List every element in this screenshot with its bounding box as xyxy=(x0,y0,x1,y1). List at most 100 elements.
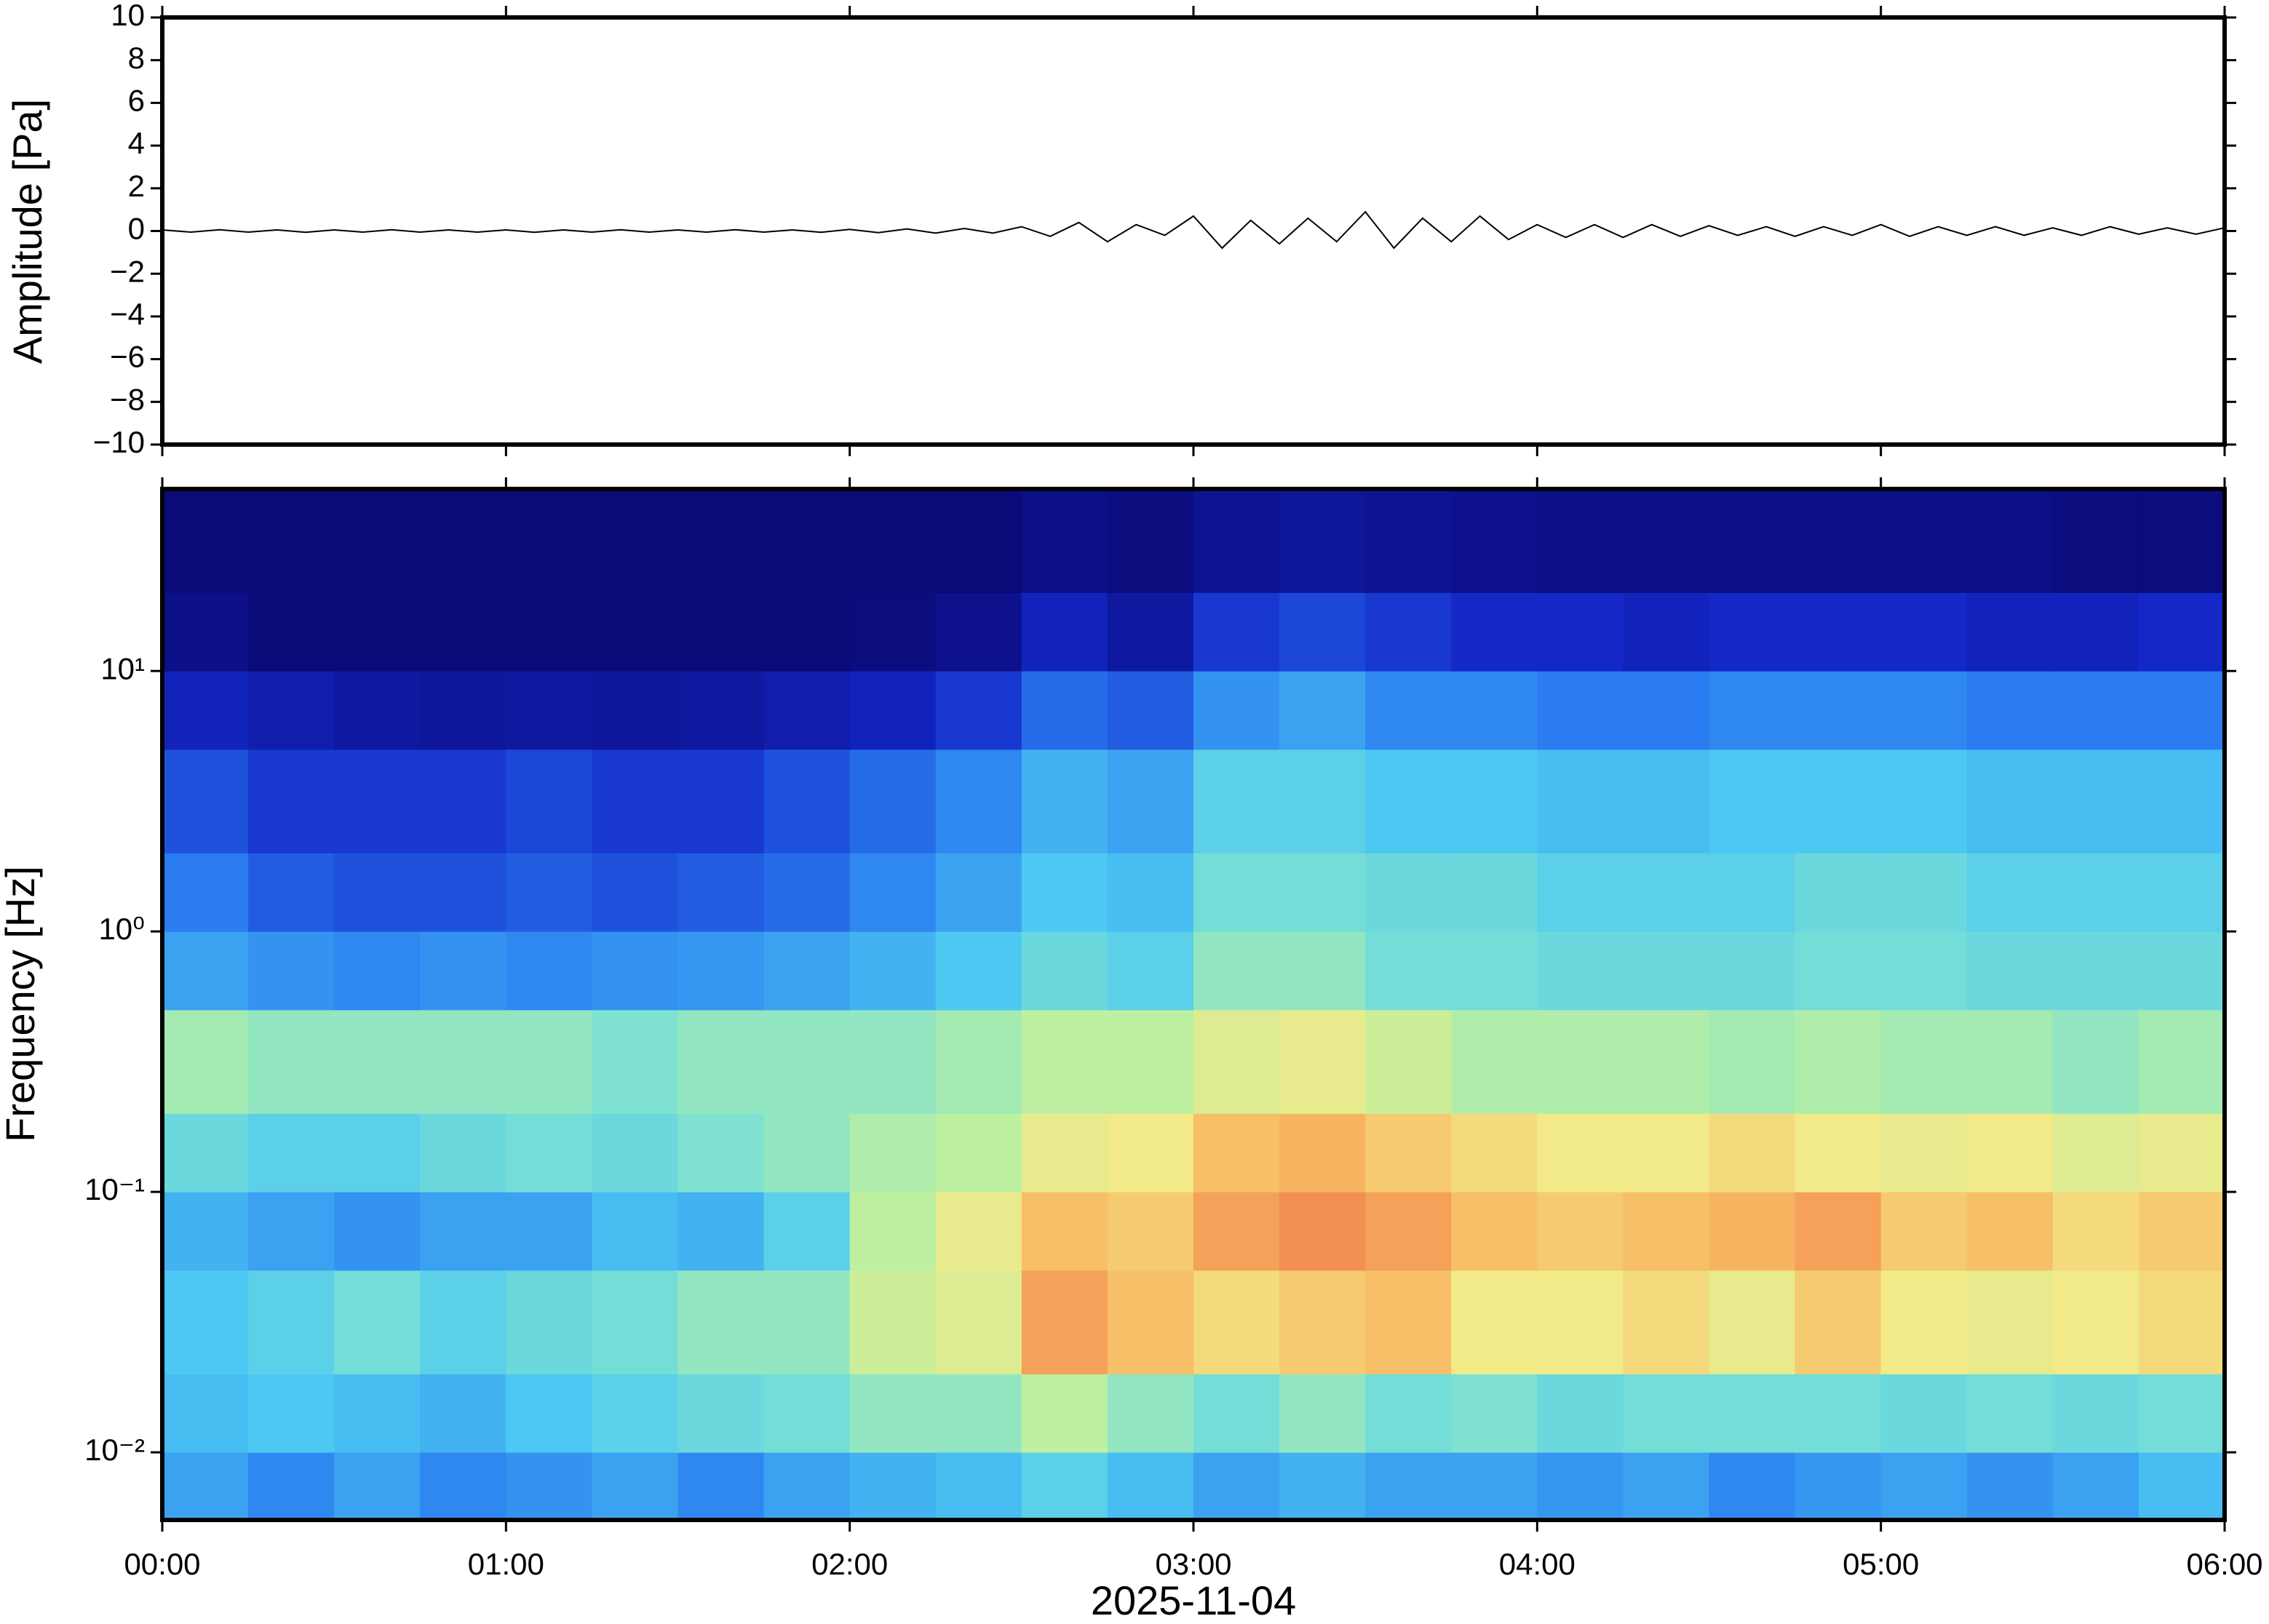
spectrogram-cell xyxy=(1795,1113,1882,1193)
spectrogram-cell xyxy=(1709,853,1796,932)
spectrogram-cell xyxy=(677,1192,765,1271)
spectrogram-cell xyxy=(2138,1270,2225,1374)
spectrogram-cell xyxy=(1880,853,1968,932)
spectrogram-cell xyxy=(763,1270,851,1374)
y-tick-label: 10⁻² xyxy=(84,1433,145,1467)
spectrogram-cell xyxy=(506,1009,592,1114)
spectrogram-cell xyxy=(1880,1270,1968,1374)
spectrogram-cell xyxy=(1107,1192,1194,1271)
spectrogram-cell xyxy=(334,931,421,1011)
spectrogram-cell xyxy=(2052,489,2139,593)
spectrogram-cell xyxy=(1966,1270,2054,1374)
spectrogram-cell xyxy=(248,671,335,750)
y-tick-label: 0 xyxy=(128,212,145,246)
spectrogram-cell xyxy=(935,1374,1022,1453)
spectrogram-cell xyxy=(677,1270,765,1374)
spectrogram-cell xyxy=(1966,1192,2054,1271)
spectrogram-cell xyxy=(162,853,249,932)
spectrogram-cell xyxy=(1365,1270,1452,1374)
spectrogram-cell xyxy=(849,1192,937,1271)
spectrogram-cell xyxy=(763,671,851,750)
spectrogram-cell xyxy=(763,1452,851,1521)
spectrogram-cell xyxy=(248,931,335,1011)
spectrogram-cell xyxy=(1880,931,1968,1011)
spectrogram-cell xyxy=(248,749,335,853)
spectrogram-cell xyxy=(2138,931,2225,1011)
spectrogram-cell xyxy=(935,489,1022,593)
spectrogram-cell xyxy=(2138,592,2225,672)
spectrogram-cell xyxy=(2052,671,2139,750)
spectrogram-cell xyxy=(1709,931,1796,1011)
spectrogram-cell xyxy=(1365,592,1452,672)
spectrogram-cell xyxy=(1107,931,1194,1011)
spectrogram-cell xyxy=(2138,749,2225,853)
spectrogram-cell xyxy=(1365,1452,1452,1521)
y-tick-label: 4 xyxy=(128,126,145,160)
spectrogram-cell xyxy=(1021,489,1108,593)
spectrogram-cell xyxy=(763,1009,851,1114)
spectrogram-cell xyxy=(1709,1192,1796,1271)
spectrogram-cell xyxy=(334,1270,421,1374)
spectrogram-cell xyxy=(1880,1192,1968,1271)
spectrogram-cell xyxy=(1623,1009,1709,1114)
spectrogram-cell xyxy=(2138,671,2225,750)
spectrogram-cell xyxy=(1795,1192,1882,1271)
spectrogram-cell xyxy=(162,931,249,1011)
spectrogram-cell xyxy=(1537,1192,1624,1271)
spectrogram-cell xyxy=(1537,489,1624,593)
spectrogram-cell xyxy=(935,1270,1022,1374)
spectrogram-cell xyxy=(1623,1270,1709,1374)
spectrogram-cell xyxy=(1623,1452,1709,1521)
spectrogram-cell xyxy=(334,671,421,750)
spectrogram-cell xyxy=(677,1113,765,1193)
spectrogram-cell xyxy=(1537,1374,1624,1453)
x-tick-label: 03:00 xyxy=(1155,1547,1231,1581)
spectrogram-cell xyxy=(162,489,249,593)
spectrogram-cell xyxy=(1966,853,2054,932)
spectrogram-cell xyxy=(1795,853,1882,932)
spectrogram-cell xyxy=(1451,1113,1538,1193)
spectrogram-cell xyxy=(1193,1192,1280,1271)
spectrogram-cell xyxy=(2052,1009,2139,1114)
spectrogram-cell xyxy=(677,1009,765,1114)
spectrogram-cell xyxy=(162,749,249,853)
spectrogram-cell xyxy=(420,1009,506,1114)
spectrogram-cell xyxy=(1709,1374,1796,1453)
date-axis-title: 2025-11-04 xyxy=(1091,1577,1296,1623)
spectrogram-cell xyxy=(1451,1192,1538,1271)
spectrogram-cell xyxy=(1021,1270,1108,1374)
spectrogram-cell xyxy=(1966,489,2054,593)
y-tick-label: 8 xyxy=(128,41,145,75)
spectrogram-cell xyxy=(1880,1009,1968,1114)
spectrogram-cell xyxy=(592,592,678,672)
spectrogram-cell xyxy=(1021,1113,1108,1193)
spectrogram-cell xyxy=(1880,1452,1968,1521)
x-tick-label: 05:00 xyxy=(1843,1547,1919,1581)
spectrogram-cell xyxy=(506,1192,592,1271)
spectrogram-cell xyxy=(763,853,851,932)
spectrogram-cell xyxy=(1795,592,1882,672)
spectrogram-cell xyxy=(1795,749,1882,853)
x-tick-label: 06:00 xyxy=(2186,1547,2262,1581)
spectrogram-cell xyxy=(1537,853,1624,932)
y-tick-label: 10 xyxy=(111,0,145,32)
spectrogram-cell xyxy=(334,592,421,672)
spectrogram-cell xyxy=(1451,1374,1538,1453)
spectrogram-cell xyxy=(1279,1374,1366,1453)
spectrogram-cell xyxy=(162,671,249,750)
spectrogram-cell xyxy=(1021,931,1108,1011)
spectrogram-cell xyxy=(1279,1113,1366,1193)
spectrogram-cell xyxy=(506,931,592,1011)
spectrogram-cell xyxy=(1279,853,1366,932)
spectrogram-cell xyxy=(1365,489,1452,593)
waveform xyxy=(162,210,2225,250)
x-tick-label: 04:00 xyxy=(1499,1547,1575,1581)
spectrogram-cell xyxy=(1880,1374,1968,1453)
y-tick-label: 10⁻¹ xyxy=(84,1172,145,1206)
spectrogram-cell xyxy=(162,1270,249,1374)
spectrogram-cell xyxy=(2138,1374,2225,1453)
spectrogram-cell xyxy=(592,1009,678,1114)
spectrogram-cell xyxy=(1193,853,1280,932)
x-tick-label: 00:00 xyxy=(124,1547,200,1581)
spectrogram-cell xyxy=(2052,853,2139,932)
